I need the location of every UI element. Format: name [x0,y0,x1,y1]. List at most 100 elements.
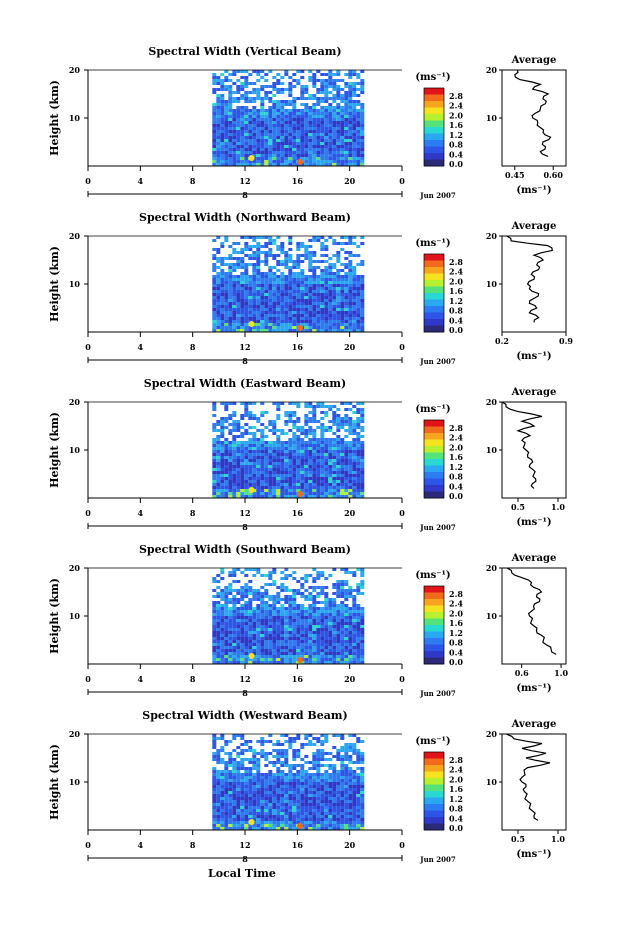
colorbar-swatch [424,638,444,645]
x-tick-label: 8 [190,674,196,684]
avg-y-tick-label: 20 [486,231,498,241]
colorbar-tick: 0.4 [449,149,463,159]
colorbar-swatch [424,605,444,613]
colorbar-swatch [424,133,444,141]
y-tick-label: 20 [69,563,81,573]
colorbar-tick: 1.2 [449,130,463,140]
colorbar-swatch [424,592,444,600]
panel-title: Spectral Width (Eastward Beam) [144,377,346,390]
colorbar-tick: 0.4 [449,647,463,657]
colorbar-swatch [424,752,444,759]
colorbar-swatch [424,446,444,453]
average-line [506,567,557,655]
colorbar-tick: 1.2 [449,462,463,472]
colorbar-swatch [424,817,444,824]
average-title: Average [511,553,557,564]
average-frame [501,401,567,499]
hot-spot [248,155,255,161]
colorbar-swatch [424,159,444,167]
x-tick-label: 12 [239,342,250,352]
colorbar-tick: 2.0 [449,276,463,286]
date-label: Jun 2007 [419,191,456,200]
colorbar-tick: 0.4 [449,315,463,325]
heatmap-cells [212,734,365,830]
colorbar-tick: 1.6 [449,618,463,628]
x-tick-label: 12 [239,840,250,850]
average-xlabel: (ms⁻¹) [516,517,551,528]
x-tick-label: 0 [399,342,405,352]
avg-x-tick-label: 0.2 [495,336,509,346]
y-tick-label: 20 [69,65,81,75]
colorbar-swatch [424,472,444,479]
colorbar-tick: 2.4 [449,267,463,277]
colorbar-tick: 0.0 [449,491,463,501]
average-line [514,69,552,157]
colorbar-swatch [424,312,444,320]
colorbar-tick: 2.4 [449,765,463,775]
colorbar-swatch [424,485,444,492]
colorbar-tick: 2.8 [449,91,463,101]
x-tick-label: 0 [85,508,91,518]
colorbar-swatch [424,797,444,805]
avg-y-tick-label: 10 [486,611,498,621]
colorbar-swatch [424,771,444,779]
x-tick-label: 4 [138,508,144,518]
y-axis-label: Height (km) [48,80,61,156]
colorbar-swatch [424,299,444,307]
colorbar-swatch [424,823,444,831]
colorbar-swatch [424,420,444,427]
date-sub-label: 8 [242,356,248,366]
colorbar-swatch [424,586,444,593]
colorbar-swatch [424,101,444,108]
heatmap-cells [212,568,365,664]
x-tick-label: 0 [399,840,405,850]
x-tick-label: 0 [399,674,405,684]
colorbar-swatch [424,465,444,473]
avg-y-tick-label: 10 [486,113,498,123]
x-tick-label: 16 [292,840,304,850]
colorbar-swatch [424,433,444,440]
x-tick-label: 8 [190,508,196,518]
colorbar-swatch [424,319,444,326]
x-tick-label: 20 [344,342,356,352]
colorbar-unit: (ms⁻¹) [415,72,450,83]
avg-y-tick-label: 10 [486,279,498,289]
colorbar-swatch [424,280,444,287]
hot-spot [248,653,255,659]
avg-x-tick-label: 0.60 [543,170,563,180]
colorbar-swatch [424,804,444,811]
average-title: Average [511,55,557,66]
colorbar-swatch [424,94,444,102]
y-axis-label: Height (km) [48,578,61,654]
colorbar-swatch [424,644,444,652]
date-label: Jun 2007 [419,357,456,366]
hot-spot [248,321,255,327]
x-tick-label: 12 [239,508,250,518]
x-tick-label: 8 [190,840,196,850]
x-tick-label: 0 [399,508,405,518]
avg-x-tick-label: 0.6 [515,668,529,678]
x-tick-label: 0 [85,176,91,186]
hot-spot [296,325,303,331]
colorbar-tick: 2.4 [449,599,463,609]
x-tick-label: 8 [190,176,196,186]
date-sub-label: 8 [242,190,248,200]
x-tick-label: 12 [239,674,250,684]
average-line [506,235,553,323]
avg-y-tick-label: 20 [486,65,498,75]
y-axis-label: Height (km) [48,412,61,488]
date-label: Jun 2007 [419,689,456,698]
colorbar-swatch [424,765,444,772]
colorbar-frame [423,751,445,831]
date-label: Jun 2007 [419,523,456,532]
y-tick-label: 20 [69,397,81,407]
colorbar-swatch [424,254,444,261]
colorbar-tick: 1.6 [449,286,463,296]
y-tick-label: 10 [69,113,81,123]
average-frame [501,235,567,333]
colorbar-unit: (ms⁻¹) [415,736,450,747]
panel-2: Spectral Width (Northward Beam) Height (k… [48,211,573,366]
avg-x-tick-label: 0.5 [511,834,525,844]
colorbar-swatch [424,612,444,619]
avg-x-tick-label: 0.5 [511,502,525,512]
